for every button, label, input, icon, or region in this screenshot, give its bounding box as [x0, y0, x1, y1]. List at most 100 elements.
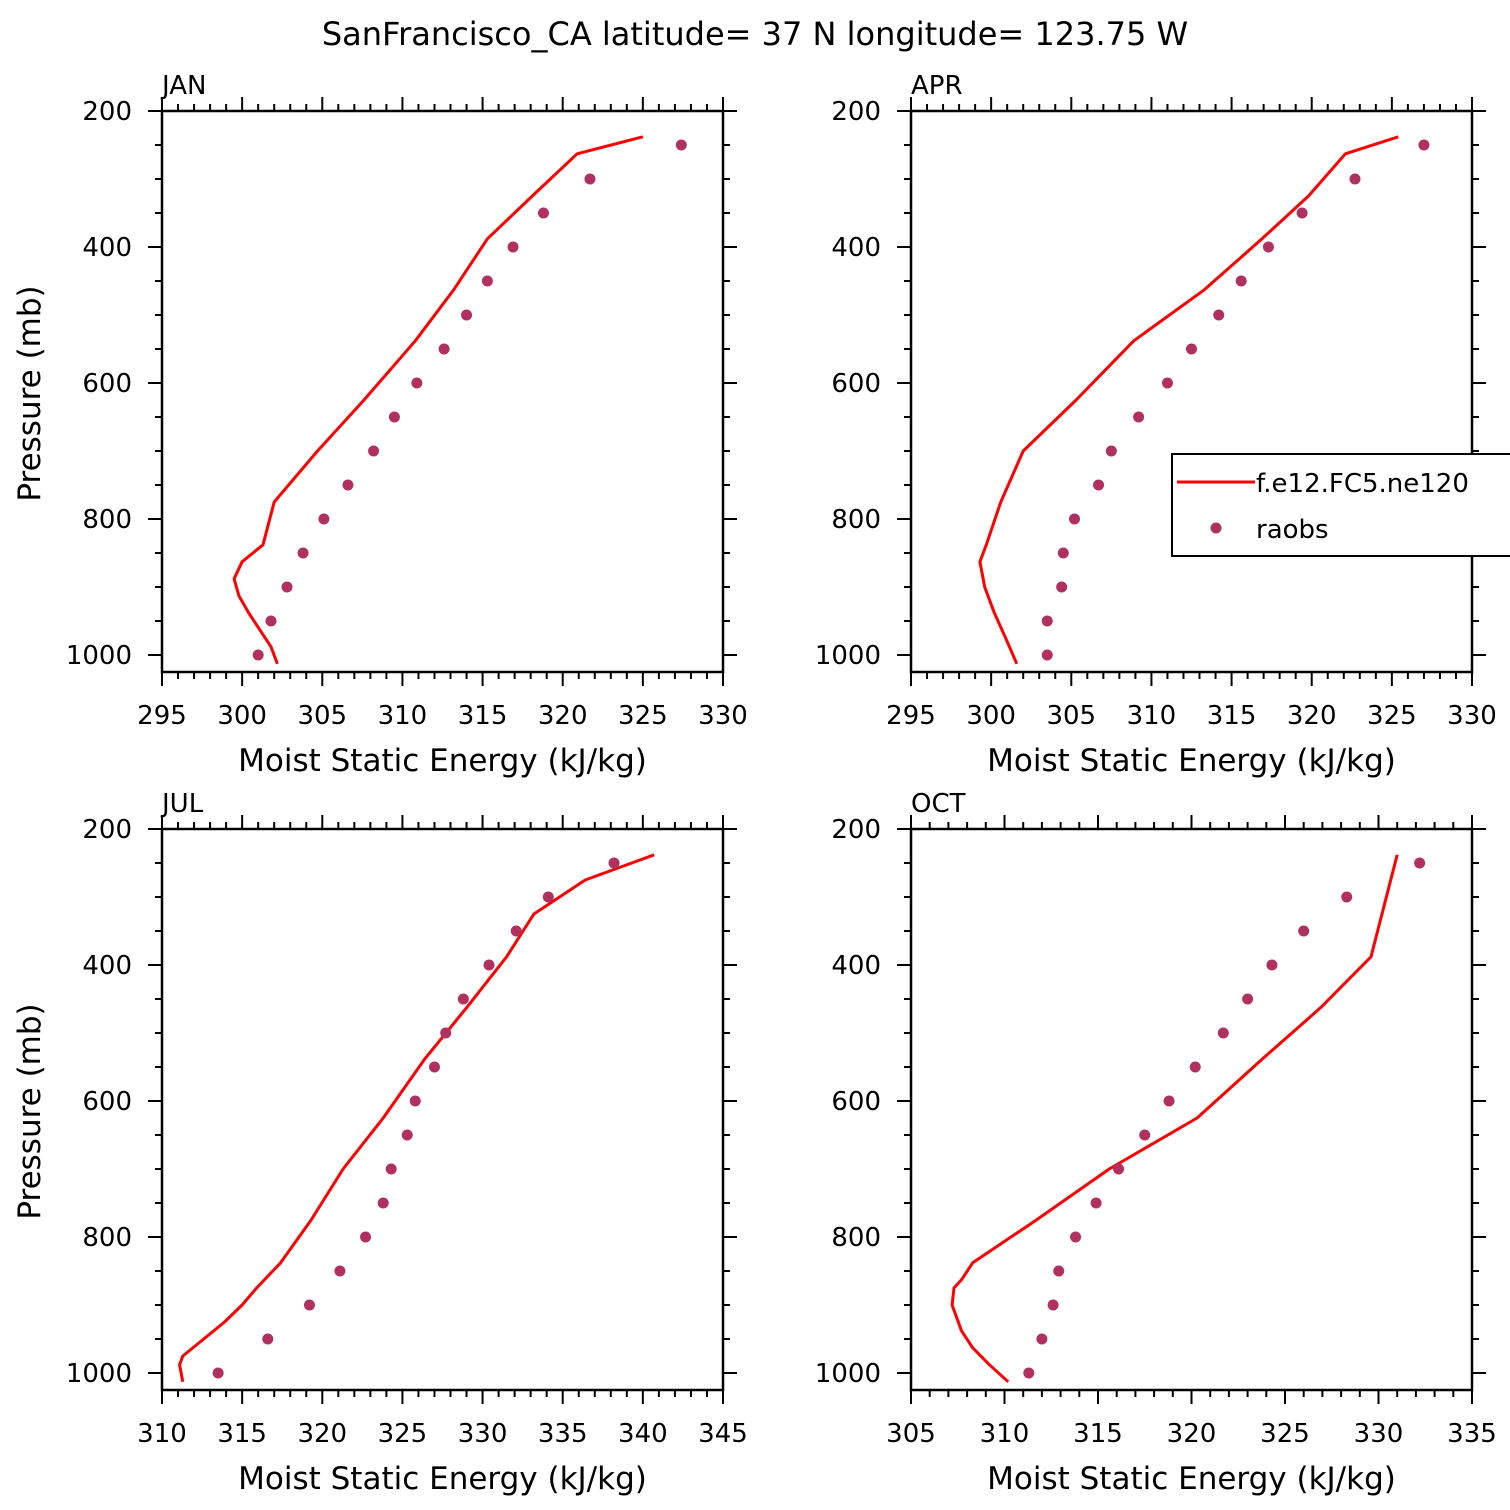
obs-point [1041, 649, 1053, 661]
legend-obs-label: raobs [1256, 515, 1329, 545]
obs-point [1217, 1027, 1229, 1039]
obs-point [377, 1197, 389, 1209]
x-tick-label: 310 [1127, 701, 1177, 731]
obs-point [1186, 343, 1197, 355]
y-tick-label: 200 [82, 97, 132, 127]
y-tick-label: 200 [831, 815, 881, 845]
x-tick-label: 320 [1287, 701, 1337, 731]
obs-point [360, 1231, 372, 1243]
obs-point [252, 649, 264, 661]
obs-point [1242, 993, 1254, 1005]
obs-point [1090, 1197, 1102, 1209]
model-line-apr [978, 135, 1399, 665]
obs-point [608, 857, 620, 869]
x-tick-label: 310 [980, 1419, 1030, 1449]
legend: f.e12.FC5.ne120 raobs [1171, 453, 1510, 557]
obs-point [1041, 615, 1053, 627]
y-tick-label: 800 [831, 1223, 881, 1253]
x-tick-label: 310 [378, 701, 428, 731]
x-tick-label: 315 [1073, 1419, 1123, 1449]
y-tick-label: 200 [831, 97, 881, 127]
obs-point [584, 173, 596, 185]
y-tick-label: 600 [831, 1087, 881, 1117]
obs-point [303, 1299, 315, 1311]
x-tick-label: 315 [458, 701, 508, 731]
obs-point [401, 1129, 413, 1141]
panel-label-jan: JAN [160, 71, 206, 101]
obs-point [1113, 1163, 1125, 1175]
y-tick-label: 600 [82, 369, 132, 399]
x-tick-label: 305 [297, 701, 347, 731]
x-tick-label: 300 [966, 701, 1016, 731]
obs-point [1163, 1095, 1175, 1107]
y-tick-label: 400 [82, 233, 132, 263]
x-tick-label: 305 [886, 1419, 936, 1449]
x-tick-label: 330 [1354, 1419, 1404, 1449]
legend-obs-marker [1210, 522, 1222, 534]
obs-point [1266, 959, 1278, 971]
obs-point [507, 241, 519, 253]
panel-label-jul: JUL [160, 789, 204, 819]
obs-point [1036, 1333, 1048, 1345]
plot-frame-apr [909, 109, 1474, 674]
x-tick-label: 325 [1367, 701, 1417, 731]
obs-point [1133, 411, 1145, 423]
obs-point [318, 513, 330, 525]
obs-point [1068, 513, 1080, 525]
obs-point [297, 547, 309, 559]
obs-point [368, 445, 380, 457]
y-tick-label: 400 [831, 951, 881, 981]
obs-point [281, 581, 293, 593]
x-tick-label: 315 [1207, 701, 1257, 731]
x-tick-label: 340 [618, 1419, 668, 1449]
panel-label-apr: APR [911, 71, 963, 101]
obs-point [1023, 1367, 1035, 1379]
obs-point [262, 1333, 274, 1345]
y-tick-label: 1000 [66, 1359, 132, 1389]
obs-point [1105, 445, 1117, 457]
x-tick-label: 320 [538, 701, 588, 731]
obs-point [537, 207, 549, 219]
obs-point [1298, 925, 1310, 937]
x-tick-label: 335 [1447, 1419, 1497, 1449]
obs-point [483, 959, 495, 971]
obs-point [1296, 207, 1308, 219]
obs-point [440, 1027, 452, 1039]
obs-point [1047, 1299, 1059, 1311]
obs-point [1418, 139, 1430, 151]
plot-frame-jan [160, 109, 725, 674]
obs-point [428, 1061, 440, 1073]
obs-point [461, 309, 473, 321]
figure-title: SanFrancisco_CA latitude= 37 N longitude… [322, 15, 1188, 53]
obs-point [411, 377, 423, 389]
y-tick-label: 600 [831, 369, 881, 399]
obs-point [212, 1367, 224, 1379]
obs-point [1235, 275, 1247, 287]
obs-point [675, 139, 687, 151]
obs-point [265, 615, 277, 627]
x-tick-label: 315 [217, 1419, 267, 1449]
obs-point [1057, 547, 1069, 559]
plot-frame-jul [160, 827, 725, 1392]
panel-oct: OCT 305 310 315 320 325 330 335 200 400 600 800 1000… [815, 789, 1497, 1497]
obs-point [1093, 479, 1105, 491]
obs-point [409, 1095, 421, 1107]
obs-point [1341, 891, 1353, 903]
obs-point [1189, 1061, 1201, 1073]
obs-point [1213, 309, 1225, 321]
y-tick-label: 600 [82, 1087, 132, 1117]
x-tick-label: 325 [618, 701, 668, 731]
obs-point [542, 891, 554, 903]
x-axis-title: Moist Static Energy (kJ/kg) [987, 743, 1396, 779]
obs-point [481, 275, 493, 287]
x-tick-label: 325 [378, 1419, 428, 1449]
obs-point [1161, 377, 1173, 389]
obs-point [1262, 241, 1274, 253]
x-tick-label: 335 [538, 1419, 588, 1449]
y-tick-label: 1000 [815, 641, 881, 671]
panels: JAN 295 300 305 310 315 320 325 330 200 400 600 800 1… [12, 71, 1497, 1497]
model-line-jul [178, 853, 655, 1383]
obs-point [334, 1265, 346, 1277]
obs-point [1139, 1129, 1151, 1141]
